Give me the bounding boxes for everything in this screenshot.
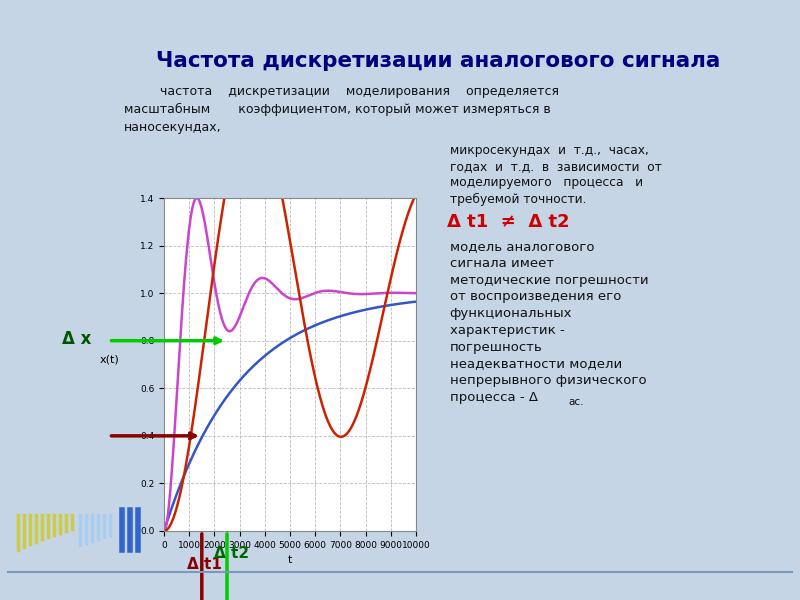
Text: ac.: ac. <box>568 397 583 407</box>
Text: требуемой точности.: требуемой точности. <box>450 193 586 206</box>
Text: от воспроизведения его: от воспроизведения его <box>450 290 621 304</box>
Text: масштабным       коэффициентом, который может измеряться в: масштабным коэффициентом, который может … <box>124 103 550 116</box>
Text: методические погрешности: методические погрешности <box>450 274 648 287</box>
Text: Δ t2: Δ t2 <box>214 546 250 561</box>
X-axis label: t: t <box>288 555 292 565</box>
Text: неадекватности модели: неадекватности модели <box>450 358 622 371</box>
Text: Δ t1: Δ t1 <box>186 557 222 572</box>
Text: микросекундах  и  т.д.,  часах,: микросекундах и т.д., часах, <box>450 144 649 157</box>
Text: сигнала имеет: сигнала имеет <box>450 257 554 270</box>
Text: Δ t1  ≠  Δ t2: Δ t1 ≠ Δ t2 <box>446 213 570 231</box>
Text: Частота дискретизации аналогового сигнала: Частота дискретизации аналогового сигнал… <box>156 51 720 71</box>
Text: моделируемого   процесса   и: моделируемого процесса и <box>450 176 642 190</box>
Text: непрерывного физического: непрерывного физического <box>450 374 646 388</box>
Text: функциональных: функциональных <box>450 307 572 320</box>
Text: частота    дискретизации    моделирования    определяется: частота дискретизации моделирования опре… <box>160 85 559 98</box>
Text: годах  и  т.д.  в  зависимости  от: годах и т.д. в зависимости от <box>450 160 662 173</box>
Text: характеристик -: характеристик - <box>450 324 564 337</box>
Text: погрешность: погрешность <box>450 341 542 354</box>
Text: процесса - Δ: процесса - Δ <box>450 391 538 404</box>
Text: Δ x: Δ x <box>62 330 91 348</box>
Text: наносекундах,: наносекундах, <box>124 121 222 134</box>
Y-axis label: x(t): x(t) <box>99 355 119 364</box>
Text: модель аналогового: модель аналогового <box>450 240 594 253</box>
